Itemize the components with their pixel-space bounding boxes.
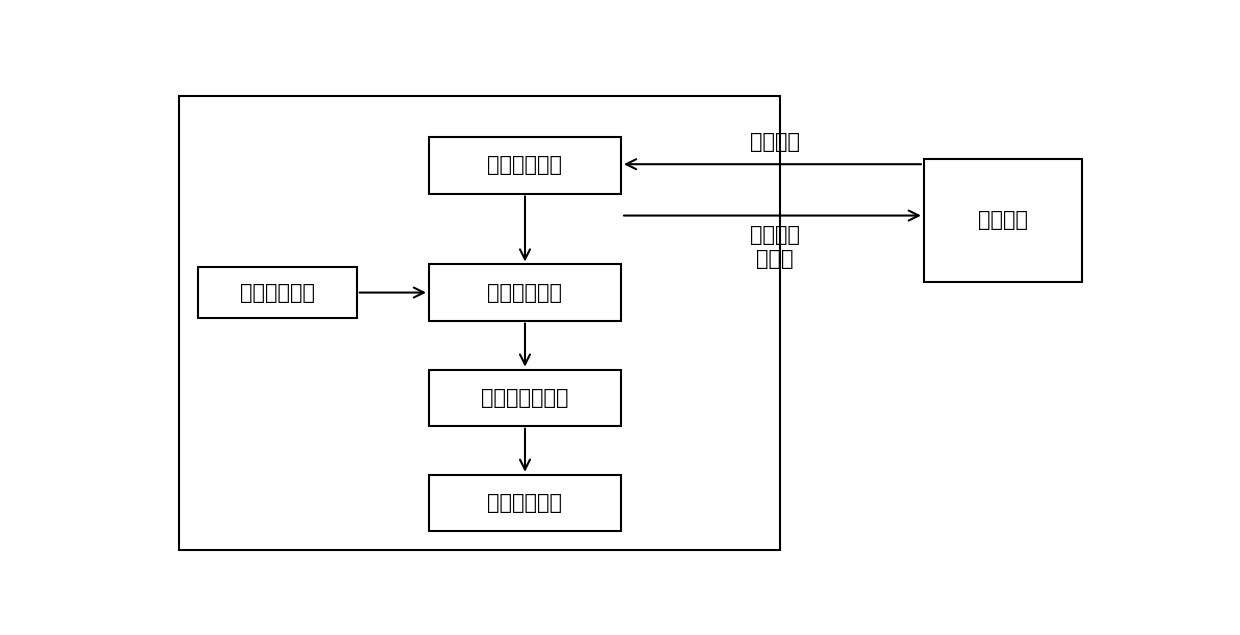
Text: 偏移量计算模块: 偏移量计算模块 [481, 388, 569, 408]
Bar [429, 264, 621, 321]
Bar [179, 96, 780, 551]
Text: 拍照指令: 拍照指令 [750, 132, 800, 152]
Text: 坐标偏移
量信息: 坐标偏移 量信息 [750, 225, 800, 269]
Text: 图像采集模块: 图像采集模块 [487, 156, 563, 175]
Text: 数据通讯模块: 数据通讯模块 [487, 493, 563, 513]
Text: 特征定位模块: 特征定位模块 [487, 283, 563, 302]
Bar [198, 267, 357, 318]
Bar [924, 159, 1083, 281]
Bar [429, 370, 621, 426]
Bar [429, 137, 621, 194]
Bar [429, 475, 621, 531]
Text: 相机标定模块: 相机标定模块 [241, 283, 315, 302]
Text: 控制部分: 控制部分 [978, 210, 1028, 231]
